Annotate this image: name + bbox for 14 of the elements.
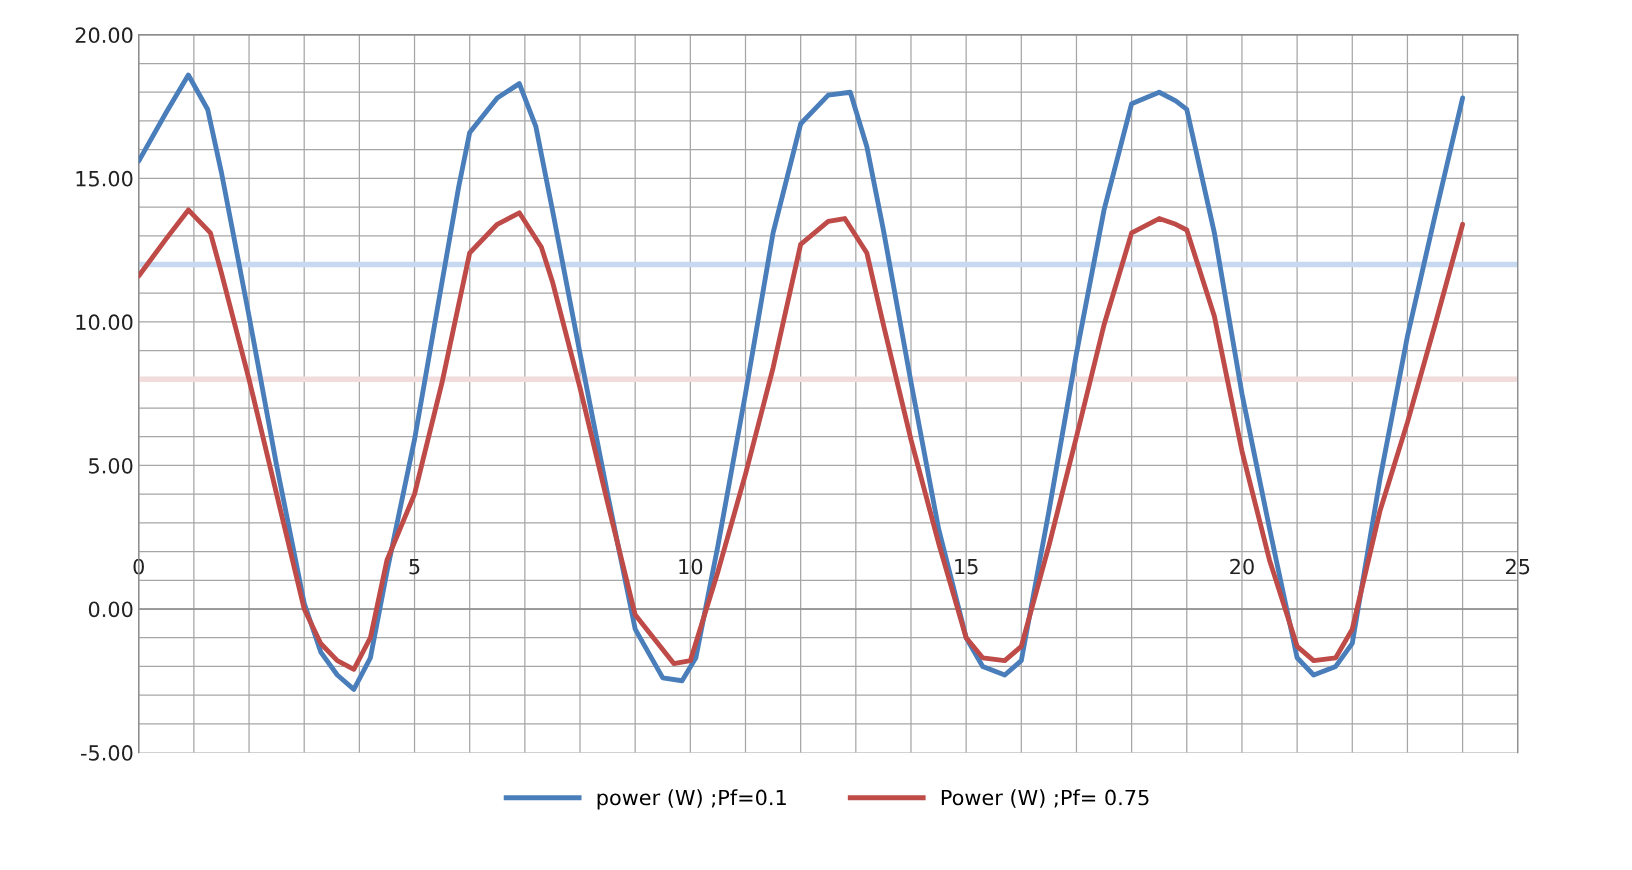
x-tick-label: 20 bbox=[1230, 558, 1254, 575]
x-tick-label: 5 bbox=[409, 558, 420, 575]
y-tick-label: -5.00 bbox=[80, 745, 133, 761]
legend-label: Power (W) ;Pf= 0.75 bbox=[941, 789, 1149, 808]
y-tick-label: 10.00 bbox=[76, 314, 133, 331]
x-tick-label: 25 bbox=[1506, 558, 1530, 575]
y-tick-label: 20.00 bbox=[75, 27, 133, 44]
y-tick-label: 5.00 bbox=[89, 457, 133, 474]
x-tick-label: 0 bbox=[133, 558, 144, 575]
x-tick-label: 10 bbox=[679, 558, 703, 575]
legend-label: power (W) ;Pf=0.1 bbox=[597, 789, 786, 810]
y-tick-label: 0.00 bbox=[88, 601, 133, 618]
y-tick-label: 15.00 bbox=[76, 170, 133, 187]
x-tick-label: 15 bbox=[955, 558, 978, 575]
